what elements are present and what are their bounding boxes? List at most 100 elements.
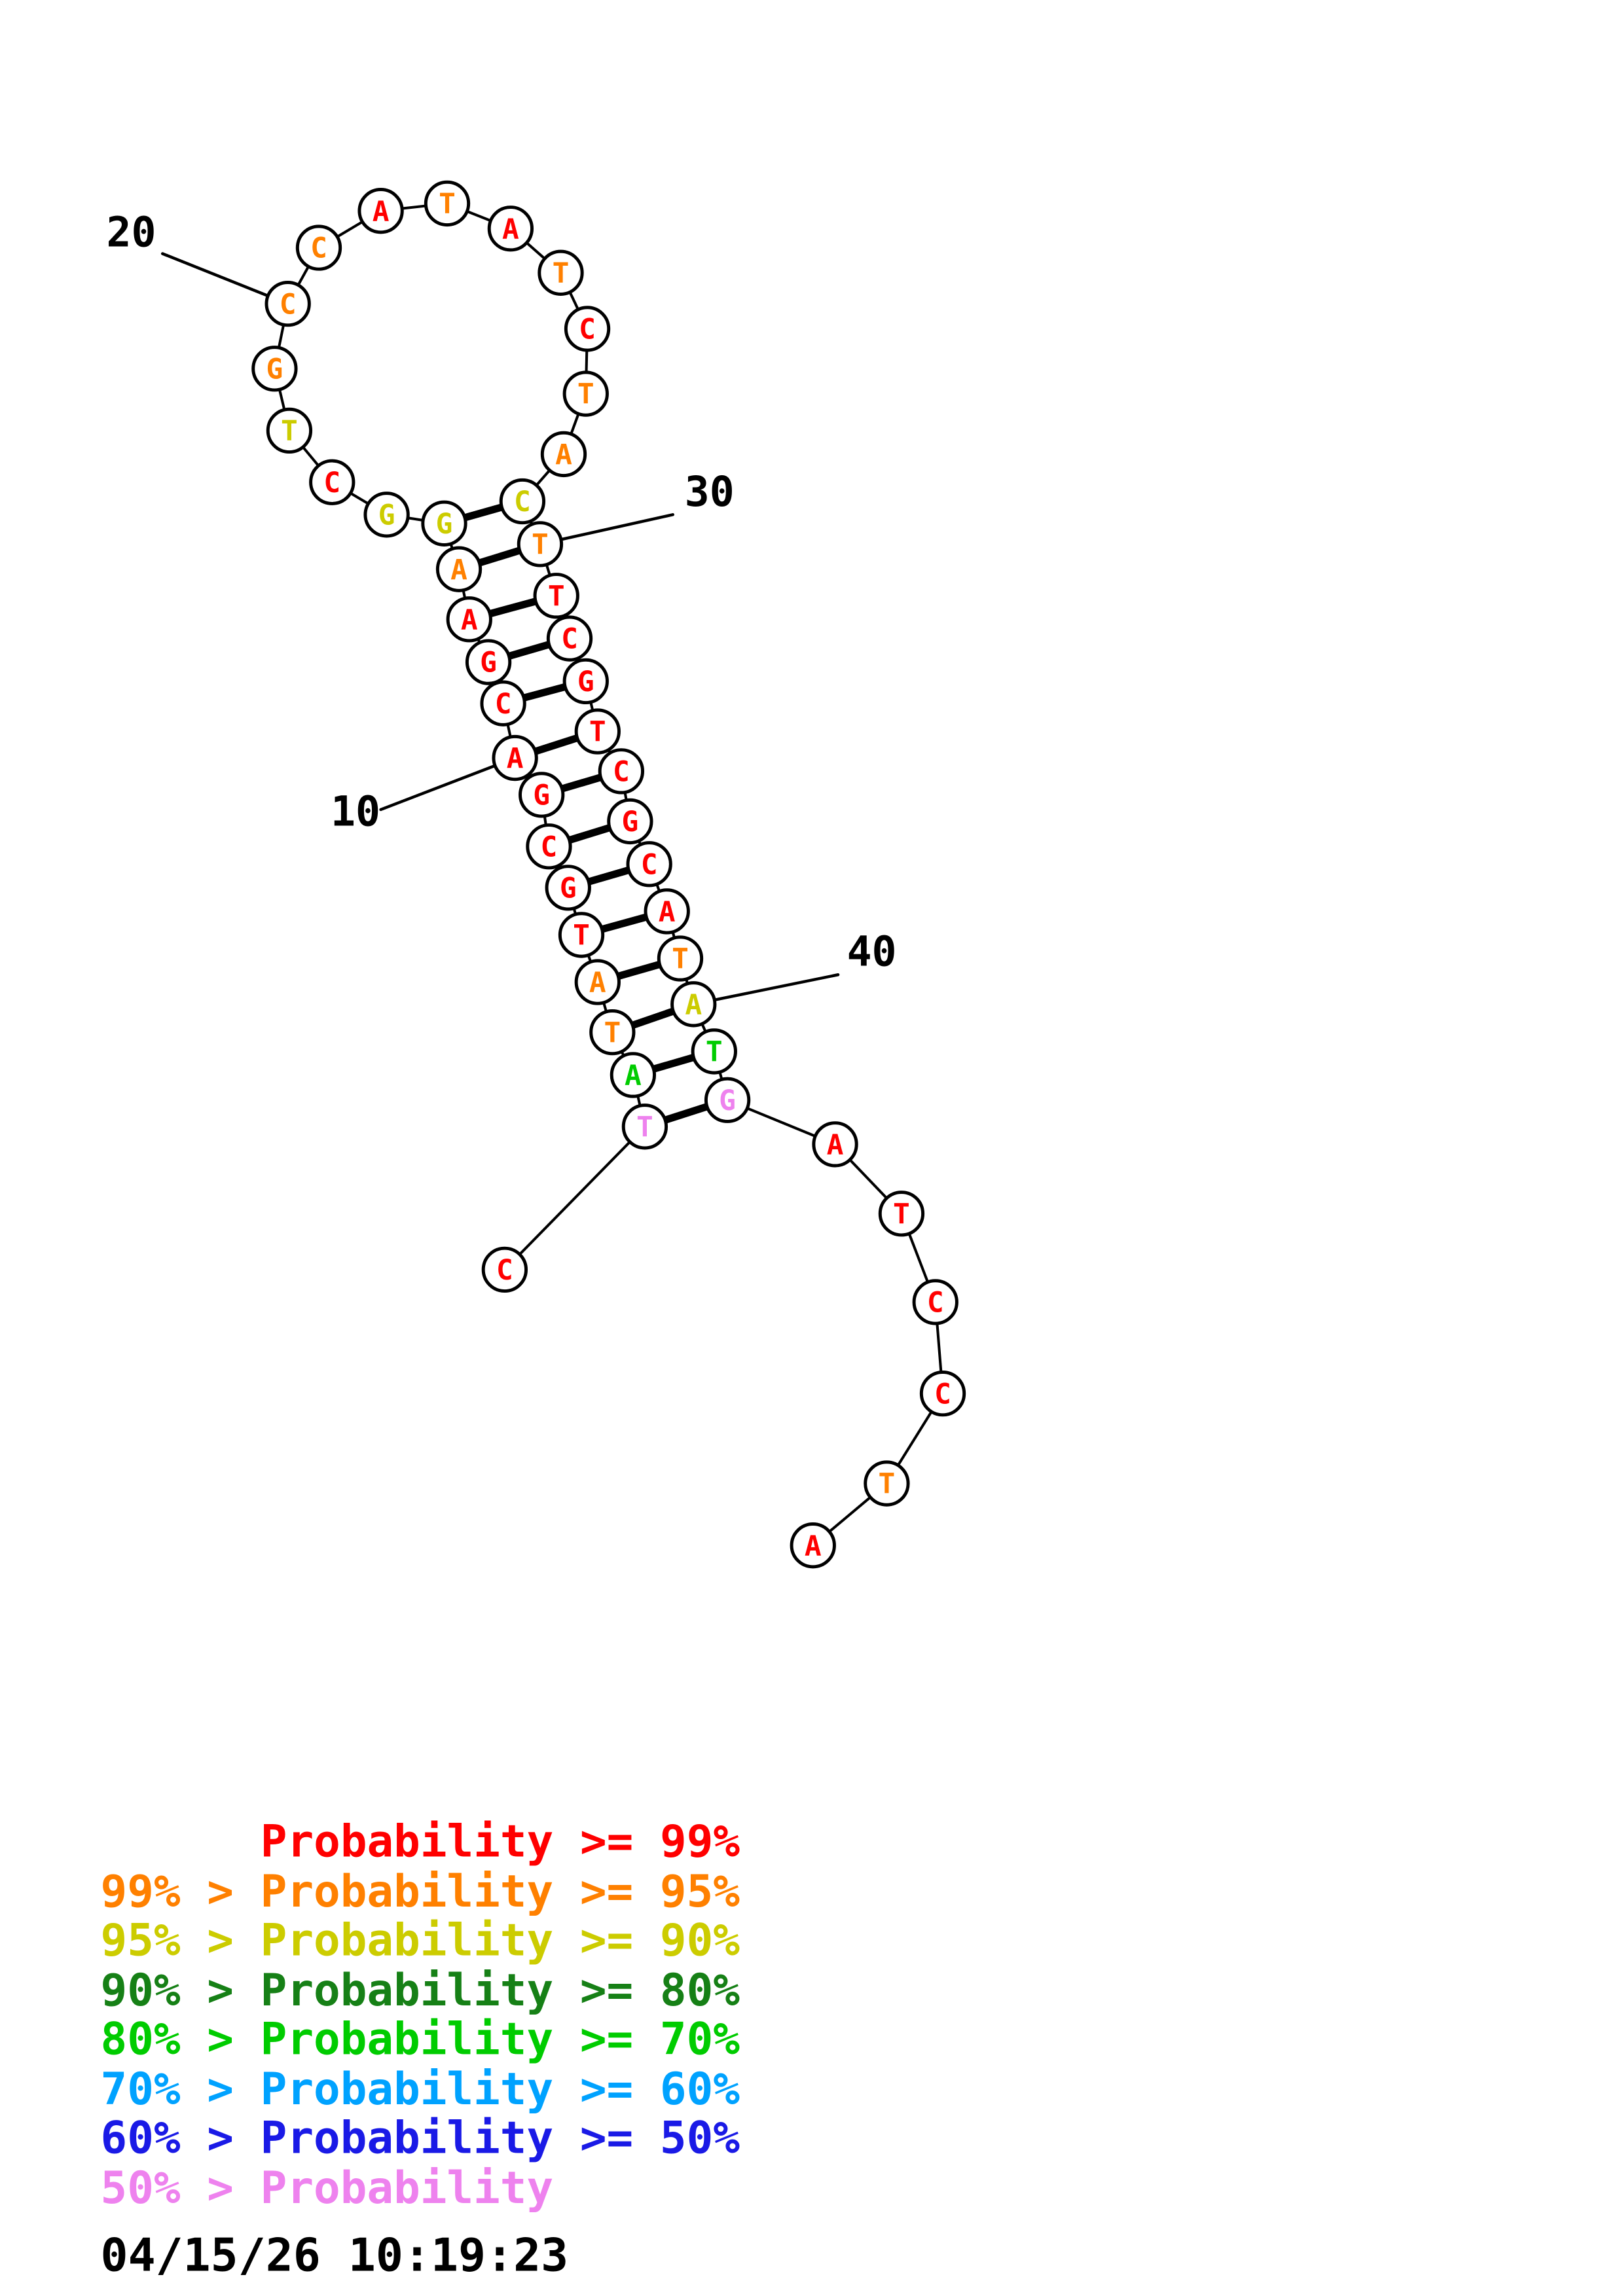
nucleotide-letter: A [507, 742, 524, 775]
nucleotide-circle [251, 346, 298, 392]
nucleotide-circle [670, 981, 717, 1028]
legend-line-99: Probability >= 99% [261, 1816, 740, 1867]
nucleotide-circle [446, 596, 492, 643]
nucleotide-letter: C [280, 288, 297, 321]
nucleotide-circle [621, 1103, 668, 1150]
nucleotide-letter: G [560, 872, 577, 905]
nucleotide-letter: C [561, 623, 578, 656]
nucleotide-circle [264, 280, 311, 327]
nucleotide-circle [644, 888, 690, 935]
legend-line-50: 60% > Probability >= 50% [101, 2111, 740, 2163]
legend-line-95: 99% > Probability >= 95% [101, 1865, 740, 1917]
nucleotide-letter: T [553, 257, 570, 290]
position-label-line [379, 756, 517, 812]
nucleotide-circle [487, 206, 534, 252]
nucleotide-letter: A [589, 967, 606, 999]
nucleotide-circle [704, 1077, 751, 1123]
nucleotide-circle [480, 680, 526, 726]
nucleotide-letter: C [495, 688, 512, 721]
nucleotide-circle [492, 734, 538, 781]
nucleotide-letter: G [266, 353, 283, 386]
nucleotide-circle [538, 249, 584, 296]
nucleotide-circle [363, 492, 410, 538]
nucleotide-circle [545, 865, 591, 911]
nucleotide-circle [309, 459, 356, 505]
nucleotide-circle [499, 478, 546, 525]
nucleotide-circle [607, 798, 653, 845]
legend-line-90: 95% > Probability >= 90% [101, 1914, 740, 1966]
nucleotide-circle [266, 407, 313, 454]
position-label: 30 [685, 467, 735, 516]
nucleotide-letter: C [323, 467, 340, 499]
nucleotide-letter: A [827, 1128, 844, 1161]
nucleotide-letter: C [514, 486, 531, 518]
position-labels-layer: 20 30 10 40 [107, 207, 897, 975]
nucleotide-letter: T [589, 716, 606, 749]
nucleotide-circle [564, 306, 611, 352]
nucleotide-letter: G [533, 780, 550, 812]
nucleotide-letter: C [310, 232, 327, 265]
nucleotide-circle [691, 1028, 737, 1075]
nucleotide-circle [574, 959, 621, 1005]
nucleotide-circle [812, 1121, 858, 1168]
nucleotide-letter: T [573, 920, 590, 952]
nucleotide-letter: T [636, 1111, 653, 1143]
nucleotide-circle [919, 1370, 966, 1417]
nucleotide-letter: C [579, 314, 596, 346]
nucleotide-circle [626, 841, 672, 888]
nucleotide-letter: C [496, 1254, 513, 1287]
position-label: 10 [331, 787, 380, 836]
probability-legend: Probability >= 99% 99% > Probability >= … [101, 1816, 740, 2282]
position-label-line [692, 973, 840, 1006]
nucleotide-circle [574, 708, 621, 755]
nucleotide-letter: G [719, 1085, 736, 1117]
nucleotide-letter: G [621, 806, 638, 838]
nucleotide-letter: T [577, 378, 594, 411]
nucleotide-letter: A [555, 439, 572, 471]
nucleotide-circle [610, 1052, 657, 1098]
nucleotide-circle [546, 615, 593, 662]
nucleotide-letter: T [548, 580, 565, 613]
nucleotide-letter: T [893, 1198, 910, 1230]
nucleotide-letter: A [805, 1530, 822, 1562]
nucleotide-letter: G [577, 666, 594, 698]
nucleotide-letter: A [502, 213, 519, 245]
nucleotide-circle [481, 1246, 528, 1293]
nucleotide-letter: T [706, 1036, 723, 1069]
legend-line-60: 70% > Probability >= 60% [101, 2063, 740, 2115]
nucleotide-circle [421, 500, 467, 547]
nucleotide-letter: A [461, 603, 478, 636]
legend-line-below-50: 50% > Probability [101, 2162, 554, 2214]
nucleotide-letter: T [281, 415, 298, 448]
nucleotide-circle [435, 546, 483, 592]
nucleotide-circle [295, 224, 342, 271]
nucleotide-circle [562, 658, 609, 705]
legend-line-80: 90% > Probability >= 80% [101, 1964, 740, 2016]
nucleotide-letter: G [436, 508, 453, 541]
nucleotide-letter: C [934, 1378, 951, 1410]
nucleotide-letter: A [450, 554, 467, 586]
position-label: 40 [847, 927, 897, 976]
nucleotide-letter: A [659, 896, 676, 929]
nucleotide-letter: C [613, 755, 630, 788]
nucleotide-letter: C [641, 848, 658, 881]
nucleotide-circle [657, 935, 704, 982]
legend-line-70: 80% > Probability >= 70% [101, 2013, 740, 2064]
backbone-line [503, 1125, 646, 1271]
nucleotide-letter: C [541, 831, 558, 863]
nucleotide-letter: G [480, 647, 497, 679]
nucleotide-circle [540, 431, 587, 478]
nucleotide-circle [912, 1279, 958, 1325]
nucleotide-letter: T [604, 1016, 621, 1049]
nucleotide-circle [878, 1191, 925, 1237]
nucleotide-circle [519, 772, 565, 818]
nucleotide-circle [562, 370, 609, 417]
nucleotide-circle [558, 912, 605, 958]
nucleotide-circle [589, 1009, 636, 1056]
nucleotide-letter: A [625, 1060, 642, 1092]
nucleotide-circle [357, 188, 404, 234]
nucleotide-letter: T [879, 1468, 896, 1501]
nucleotide-letter: T [439, 188, 456, 221]
